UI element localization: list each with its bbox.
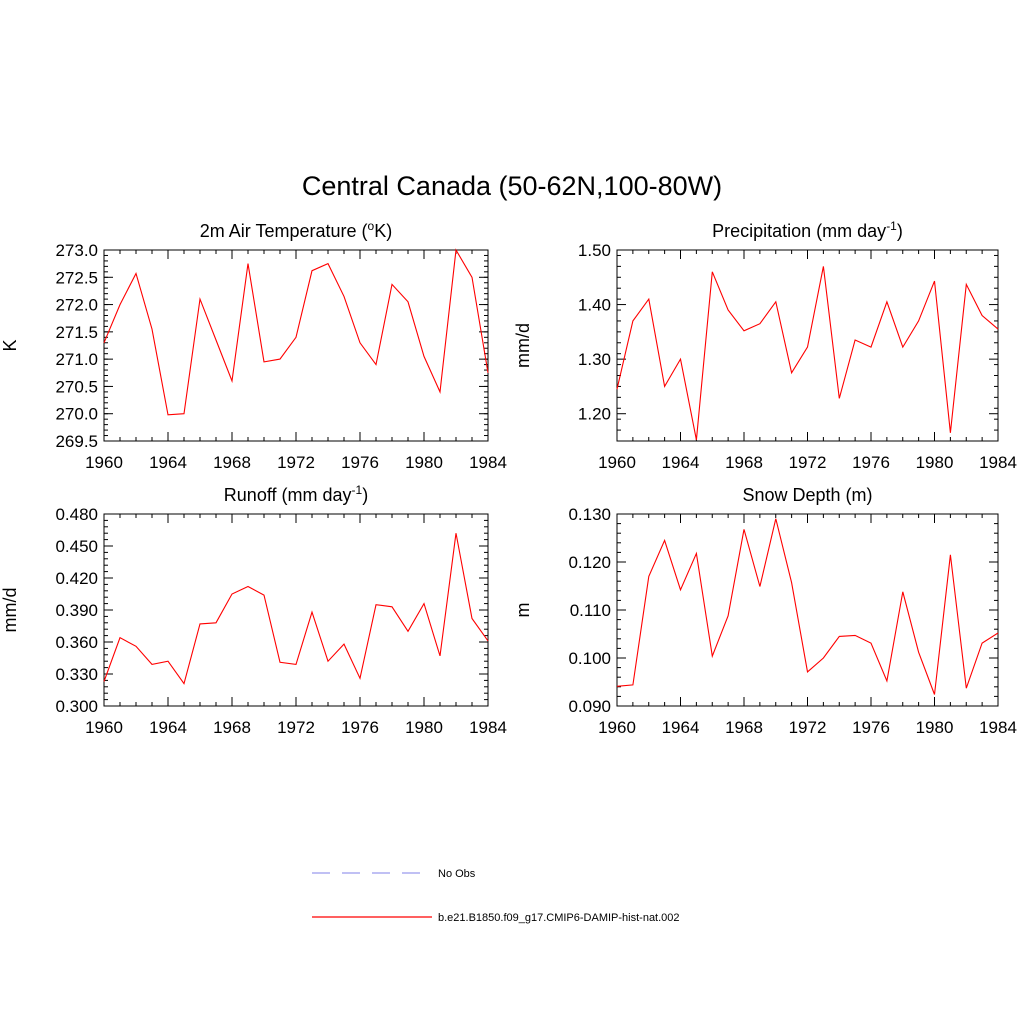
- air-temperature-x-tick-label: 1968: [213, 453, 251, 472]
- chart-precipitation: 1960 1964 1968 1972 1976 1980 1984 1.20 1.30 1.40…: [513, 219, 1017, 472]
- air-temperature-panel-title-suffix: K): [374, 221, 392, 241]
- snow-depth-x-tick-label: 1972: [789, 718, 827, 737]
- snow-depth-y-axis-label: m: [513, 603, 533, 618]
- precipitation-x-tick-label: 1984: [979, 453, 1017, 472]
- precipitation-x-tick-label: 1972: [789, 453, 827, 472]
- precipitation-x-tick-label: 1960: [598, 453, 636, 472]
- runoff-y-tick-label: 0.420: [55, 569, 98, 588]
- legend: No Obs b.e21.B1850.f09_g17.CMIP6-DAMIP-h…: [312, 868, 680, 924]
- air-temperature-y-tick-label: 269.5: [55, 432, 98, 451]
- legend-label-model-run: b.e21.B1850.f09_g17.CMIP6-DAMIP-hist-nat…: [438, 912, 680, 924]
- runoff-y-tick-label: 0.360: [55, 633, 98, 652]
- snow-depth-y-tick-label: 0.090: [568, 697, 611, 716]
- runoff-y-axis-label: mm/d: [0, 588, 20, 633]
- runoff-series-line: [103, 533, 489, 685]
- precipitation-y-tick-label: 1.40: [578, 296, 611, 315]
- precipitation-panel-title: Precipitation (mm day-1): [712, 219, 903, 241]
- snow-depth-x-tick-label: 1960: [598, 718, 636, 737]
- runoff-x-tick-label: 1968: [213, 718, 251, 737]
- air-temperature-y-tick-label: 272.5: [55, 268, 98, 287]
- snow-depth-x-tick-label: 1968: [725, 718, 763, 737]
- air-temperature-y-axis-label: K: [0, 339, 20, 351]
- air-temperature-y-tick-label: 271.5: [55, 323, 98, 342]
- runoff-panel-title-suffix: ): [362, 485, 368, 505]
- precipitation-y-tick-label: 1.30: [578, 350, 611, 369]
- runoff-panel-title-main: Runoff (mm day: [224, 485, 352, 505]
- snow-depth-y-tick-label: 0.100: [568, 649, 611, 668]
- snow-depth-y-tick-label: 0.120: [568, 553, 611, 572]
- air-temperature-y-tick-label: 272.0: [55, 296, 98, 315]
- runoff-y-tick-label: 0.330: [55, 665, 98, 684]
- air-temperature-y-tick-label: 270.0: [55, 405, 98, 424]
- runoff-y-tick-label: 0.390: [55, 601, 98, 620]
- precipitation-series-line: [616, 266, 999, 441]
- air-temperature-x-tick-label: 1980: [405, 453, 443, 472]
- snow-depth-x-tick-label: 1984: [979, 718, 1017, 737]
- snow-depth-x-tick-label: 1964: [662, 718, 700, 737]
- runoff-panel-title-superscript: -1: [352, 483, 363, 497]
- air-temperature-x-tick-label: 1984: [469, 453, 507, 472]
- chart-snow-depth: 1960 1964 1968 1972 1976 1980 1984 0.090 0.100 0.…: [513, 485, 1017, 737]
- air-temperature-y-tick-label: 273.0: [55, 241, 98, 260]
- precipitation-y-tick-label: 1.50: [578, 241, 611, 260]
- air-temperature-y-tick-label: 270.5: [55, 377, 98, 396]
- air-temperature-x-tick-label: 1960: [85, 453, 123, 472]
- air-temperature-panel-title: 2m Air Temperature (oK): [200, 219, 392, 241]
- air-temperature-x-tick-label: 1972: [277, 453, 315, 472]
- snow-depth-series-line: [616, 518, 999, 695]
- snow-depth-y-tick-label: 0.110: [570, 601, 611, 620]
- air-temperature-plot-frame: [103, 249, 489, 442]
- precipitation-x-tick-label: 1968: [725, 453, 763, 472]
- runoff-y-tick-label: 0.450: [55, 537, 98, 556]
- snow-depth-plot-frame: [616, 513, 999, 707]
- snow-depth-x-tick-label: 1976: [852, 718, 890, 737]
- runoff-x-tick-label: 1964: [149, 718, 187, 737]
- chart-air-temperature: 1960 1964 1968 1972 1976 1980 1984 269.5 270.0 27…: [0, 219, 507, 472]
- runoff-y-tick-label: 0.480: [55, 505, 98, 524]
- snow-depth-y-tick-label: 0.130: [568, 505, 611, 524]
- snow-depth-panel-title: Snow Depth (m): [742, 485, 872, 505]
- chart-runoff: 1960 1964 1968 1972 1976 1980 1984 0.300 0.330 0.…: [0, 483, 507, 737]
- precipitation-y-axis-label: mm/d: [513, 323, 533, 368]
- runoff-x-tick-label: 1980: [405, 718, 443, 737]
- air-temperature-panel-title-main: 2m Air Temperature (: [200, 221, 368, 241]
- runoff-x-tick-label: 1976: [341, 718, 379, 737]
- snow-depth-panel-title-main: Snow Depth (m): [742, 485, 872, 505]
- figure-title: Central Canada (50-62N,100-80W): [302, 171, 722, 201]
- precipitation-panel-title-main: Precipitation (mm day: [712, 221, 886, 241]
- precipitation-y-tick-label: 1.20: [578, 405, 611, 424]
- runoff-x-tick-label: 1972: [277, 718, 315, 737]
- runoff-x-tick-label: 1984: [469, 718, 507, 737]
- precipitation-panel-title-suffix: ): [897, 221, 903, 241]
- air-temperature-panel-title-superscript: o: [368, 219, 375, 233]
- air-temperature-series-line: [103, 248, 489, 416]
- precipitation-panel-title-superscript: -1: [886, 219, 897, 233]
- legend-label-no-obs: No Obs: [438, 868, 476, 880]
- precipitation-x-tick-label: 1980: [916, 453, 954, 472]
- snow-depth-x-tick-label: 1980: [916, 718, 954, 737]
- runoff-x-tick-label: 1960: [85, 718, 123, 737]
- runoff-plot-frame: [103, 513, 489, 707]
- runoff-panel-title: Runoff (mm day-1): [224, 483, 368, 505]
- precipitation-x-tick-label: 1976: [852, 453, 890, 472]
- runoff-y-tick-label: 0.300: [55, 697, 98, 716]
- precipitation-x-tick-label: 1964: [662, 453, 700, 472]
- air-temperature-x-tick-label: 1976: [341, 453, 379, 472]
- air-temperature-y-tick-label: 271.0: [55, 350, 98, 369]
- air-temperature-x-tick-label: 1964: [149, 453, 187, 472]
